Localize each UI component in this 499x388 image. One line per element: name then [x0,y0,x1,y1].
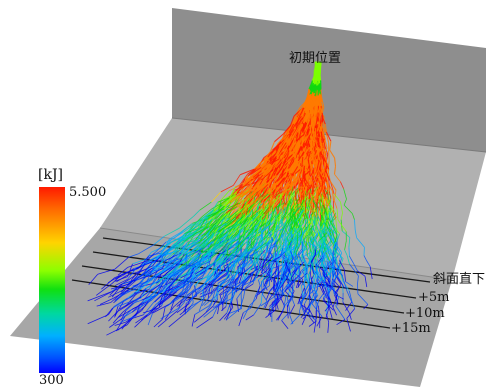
trajectory-segment [316,308,317,321]
trajectory-segment [349,247,350,256]
trajectory-segment [308,198,309,207]
trajectory-segment [294,215,295,227]
trajectory-segment [300,311,301,314]
